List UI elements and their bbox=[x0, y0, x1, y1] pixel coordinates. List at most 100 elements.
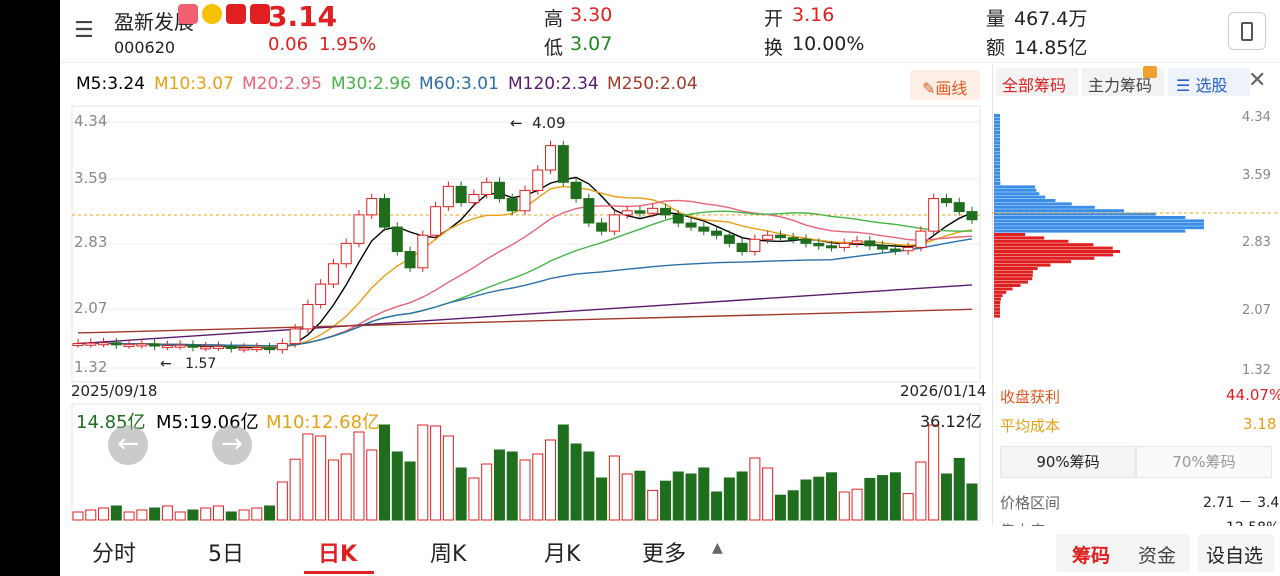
amount-value: 14.85亿 bbox=[1014, 37, 1088, 59]
volume-bar bbox=[149, 507, 161, 521]
candle bbox=[902, 246, 914, 252]
tab-90-chips[interactable]: 90%筹码 bbox=[1000, 446, 1136, 478]
candle bbox=[966, 211, 978, 221]
cost-value: 3.18 bbox=[1243, 415, 1277, 433]
candle bbox=[953, 202, 965, 213]
candle bbox=[877, 245, 889, 250]
chip-bar bbox=[994, 253, 1113, 257]
candle bbox=[161, 345, 173, 349]
chip-bar bbox=[994, 314, 1001, 318]
volume-bar bbox=[532, 453, 544, 521]
tab-5day[interactable]: 5日 bbox=[208, 542, 244, 567]
volume-bar bbox=[442, 435, 454, 521]
chip-bar bbox=[994, 304, 1001, 308]
stock-picker-button[interactable]: ☰ 选股 bbox=[1168, 68, 1250, 96]
chip-bar bbox=[994, 239, 1069, 243]
candle bbox=[634, 210, 646, 214]
volume-bar bbox=[302, 433, 314, 521]
chip-bar bbox=[994, 267, 1038, 270]
candle bbox=[366, 198, 378, 216]
tab-funds[interactable]: 资金 bbox=[1138, 545, 1177, 567]
high-label: 高 bbox=[544, 8, 564, 30]
candle bbox=[928, 198, 940, 232]
app-icon[interactable] bbox=[178, 4, 198, 24]
ma250-line bbox=[77, 308, 973, 334]
chip-bar bbox=[994, 117, 1000, 121]
candle bbox=[583, 198, 595, 224]
volume-value: 467.4万 bbox=[1014, 8, 1088, 30]
candle bbox=[864, 240, 876, 247]
chip-bar bbox=[994, 137, 1000, 141]
axis-tick-3: 2.07 bbox=[74, 299, 108, 317]
candle bbox=[417, 234, 429, 269]
more-share-icon[interactable] bbox=[250, 4, 270, 24]
high-annotation-value: 4.09 bbox=[532, 114, 566, 132]
tab-more[interactable]: 更多 bbox=[642, 542, 687, 567]
add-watchlist-button[interactable]: 设自选 bbox=[1198, 534, 1274, 572]
phone-toggle-icon[interactable] bbox=[1228, 12, 1266, 50]
chip-tick-3: 2.07 bbox=[1242, 303, 1271, 318]
axis-tick-2: 2.83 bbox=[74, 233, 108, 251]
chip-bar bbox=[994, 205, 1095, 209]
chip-bar bbox=[994, 290, 1007, 294]
caret-up-icon[interactable]: ▲ bbox=[712, 540, 723, 556]
chart-frame bbox=[71, 105, 981, 383]
share-icon[interactable] bbox=[226, 4, 246, 24]
volume-bar bbox=[634, 470, 646, 521]
candle bbox=[468, 193, 480, 204]
volume-bar bbox=[72, 511, 84, 521]
candle bbox=[302, 303, 314, 330]
menu-icon[interactable]: ☰ bbox=[74, 18, 94, 43]
candle bbox=[238, 347, 250, 351]
candle bbox=[826, 245, 838, 249]
chip-money-toggle bbox=[1056, 534, 1190, 572]
volume-bar bbox=[481, 463, 493, 521]
volume-bar bbox=[353, 431, 365, 521]
ma120-label: M120:2.34 bbox=[508, 74, 599, 94]
volume-bar bbox=[826, 472, 838, 521]
tab-intraday[interactable]: 分时 bbox=[92, 542, 137, 567]
weibo-icon[interactable] bbox=[202, 4, 222, 24]
next-arrow-icon[interactable]: → bbox=[212, 425, 252, 465]
candle bbox=[110, 342, 122, 346]
volume-bar bbox=[251, 507, 263, 521]
kline-chart[interactable] bbox=[60, 104, 990, 524]
candle bbox=[698, 226, 710, 232]
tab-chips[interactable]: 筹码 bbox=[1072, 545, 1111, 567]
chip-tick-4: 1.32 bbox=[1242, 363, 1271, 378]
volume-bar bbox=[787, 490, 799, 521]
candle bbox=[813, 242, 825, 247]
candle bbox=[85, 342, 97, 346]
chip-bar bbox=[994, 236, 1045, 240]
list-icon: ☰ bbox=[1176, 76, 1191, 95]
prev-arrow-icon[interactable]: ← bbox=[108, 425, 148, 465]
close-icon[interactable]: ✕ bbox=[1248, 68, 1267, 93]
candle bbox=[276, 343, 288, 351]
candle bbox=[647, 207, 659, 214]
candle bbox=[659, 207, 671, 216]
tab-monthly[interactable]: 月K bbox=[544, 542, 581, 567]
tab-all-chips[interactable]: 全部筹码 bbox=[996, 68, 1078, 96]
chip-bar bbox=[994, 195, 1046, 199]
chip-bar bbox=[994, 294, 1003, 298]
candle bbox=[289, 328, 301, 345]
draw-line-button[interactable]: ✎画线 bbox=[910, 70, 980, 100]
tab-weekly[interactable]: 周K bbox=[430, 542, 467, 567]
volume-bar bbox=[136, 509, 148, 521]
chip-bar bbox=[994, 158, 1000, 162]
volume-bar bbox=[264, 505, 276, 521]
chip-bar bbox=[994, 114, 1000, 117]
volume-bar bbox=[315, 435, 327, 521]
chip-bar bbox=[994, 178, 1001, 182]
volume-bar bbox=[455, 467, 467, 521]
profit-value: 44.07% bbox=[1226, 386, 1280, 404]
tab-daily[interactable]: 日K bbox=[318, 542, 358, 567]
volume-bar bbox=[379, 424, 391, 521]
stock-picker-label: 选股 bbox=[1195, 76, 1228, 95]
tab-70-chips[interactable]: 70%筹码 bbox=[1136, 446, 1272, 478]
chip-tick-2: 2.83 bbox=[1242, 235, 1271, 250]
high-annotation: ← 4.09 bbox=[510, 114, 566, 132]
volume-bar bbox=[647, 489, 659, 521]
volume-bar bbox=[711, 491, 723, 521]
current-price: 3.14 bbox=[268, 0, 338, 33]
